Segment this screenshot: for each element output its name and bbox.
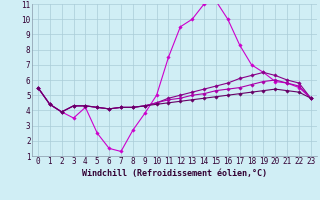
X-axis label: Windchill (Refroidissement éolien,°C): Windchill (Refroidissement éolien,°C) <box>82 169 267 178</box>
